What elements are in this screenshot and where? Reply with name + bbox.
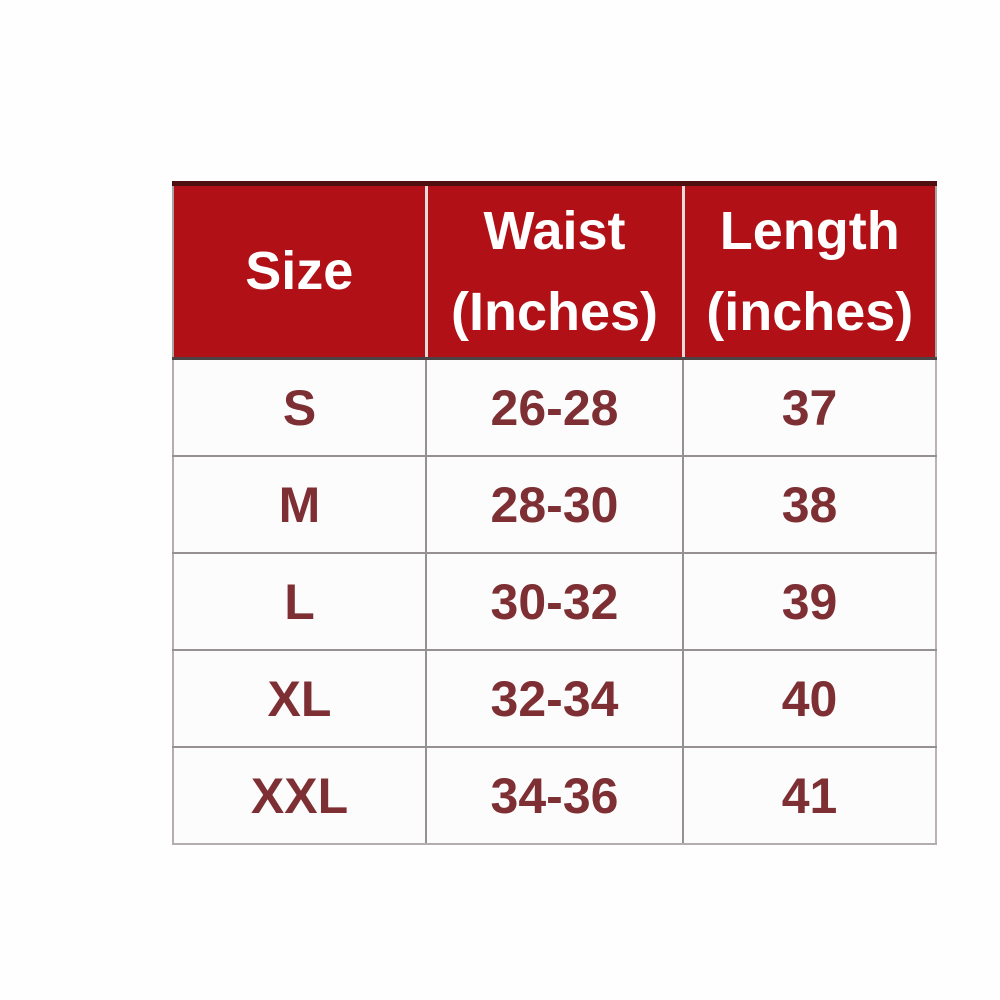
length-value: 38	[682, 455, 937, 554]
size-value: S	[172, 357, 427, 457]
header-cell-waist: Waist (Inches)	[424, 181, 683, 360]
size-value: L	[172, 552, 427, 651]
waist-value: 34-36	[425, 746, 684, 845]
header-size-label: Size	[245, 241, 354, 301]
waist-value: 32-34	[425, 649, 684, 748]
length-value: 41	[682, 746, 937, 845]
length-value: 39	[682, 552, 937, 651]
length-value: 37	[682, 357, 937, 457]
size-value: XXL	[172, 746, 427, 845]
table-row: M 28-30 38	[172, 455, 937, 554]
table-row: XL 32-34 40	[172, 649, 937, 748]
waist-value: 28-30	[425, 455, 684, 554]
header-cell-length: Length (inches)	[681, 181, 936, 360]
header-waist-label-line1: Waist	[483, 200, 626, 261]
waist-value: 30-32	[425, 552, 684, 651]
size-value: XL	[172, 649, 427, 748]
header-cell-size: Size	[173, 181, 426, 360]
table-row: L 30-32 39	[172, 552, 937, 651]
size-chart-table: Size Waist (Inches) Length (inches) S 26…	[172, 181, 937, 845]
size-value: M	[172, 455, 427, 554]
table-row: S 26-28 37	[172, 357, 937, 457]
size-chart: Size Waist (Inches) Length (inches) S 26…	[172, 181, 937, 845]
header-waist-label-line2: (Inches)	[450, 281, 659, 342]
waist-value: 26-28	[425, 357, 684, 457]
table-row: XXL 34-36 41	[172, 746, 937, 845]
header-length-label-line2: (inches)	[706, 281, 914, 342]
length-value: 40	[682, 649, 937, 748]
header-length-label-line1: Length	[719, 200, 900, 261]
header-row: Size Waist (Inches) Length (inches)	[173, 181, 936, 360]
